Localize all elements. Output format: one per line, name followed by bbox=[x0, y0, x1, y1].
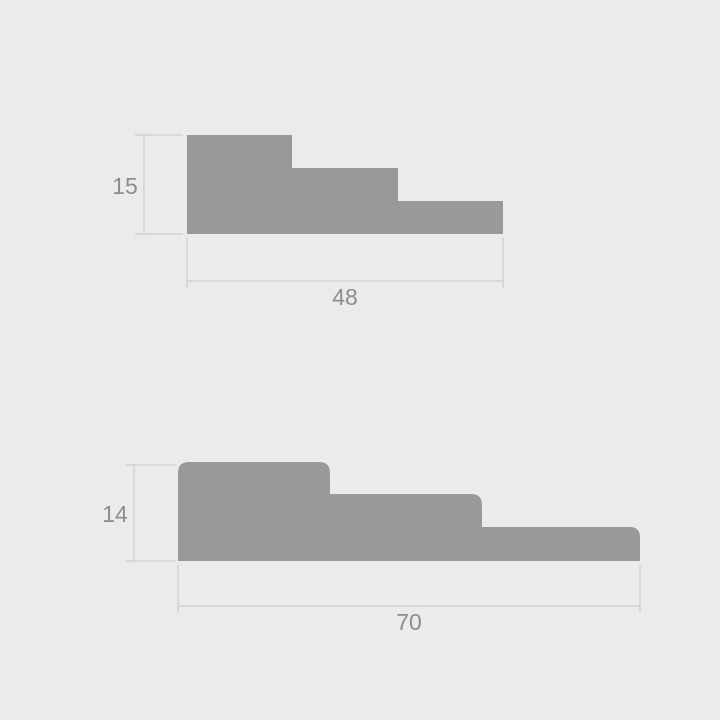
profile-2-width-dimension bbox=[177, 565, 641, 613]
profile-1-height-label: 15 bbox=[112, 173, 138, 199]
profile-1: 15 48 bbox=[112, 134, 504, 310]
profile-1-shape bbox=[187, 135, 503, 234]
profile-2-shape bbox=[178, 462, 640, 561]
profile-1-width-label: 48 bbox=[332, 284, 358, 310]
profile-1-height-dimension bbox=[135, 134, 183, 235]
profile-2-height-dimension bbox=[126, 464, 176, 562]
profile-2-height-label: 14 bbox=[102, 501, 128, 527]
profile-1-width-dimension bbox=[186, 238, 504, 288]
profile-2: 14 70 bbox=[102, 462, 641, 635]
profile-2-width-label: 70 bbox=[396, 609, 422, 635]
